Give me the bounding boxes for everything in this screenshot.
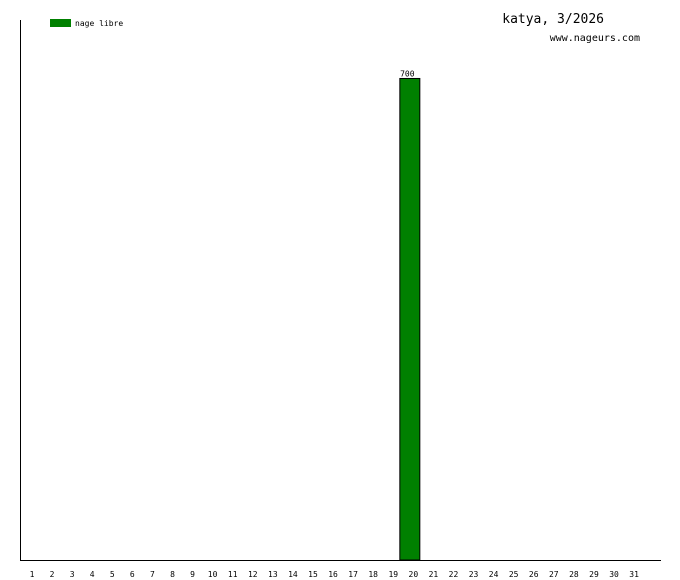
x-tick-label: 6: [130, 570, 135, 579]
x-tick-label: 18: [368, 570, 378, 579]
x-tick-label: 26: [529, 570, 539, 579]
x-tick-label: 3: [70, 570, 75, 579]
x-tick-label: 14: [288, 570, 298, 579]
x-tick-label: 24: [489, 570, 499, 579]
x-tick-label: 13: [268, 570, 278, 579]
chart-subtitle: www.nageurs.com: [550, 33, 640, 44]
x-tick-label: 19: [388, 570, 398, 579]
x-tick-label: 22: [449, 570, 459, 579]
x-tick-label: 12: [248, 570, 258, 579]
x-tick-label: 4: [90, 570, 95, 579]
x-tick-label: 28: [569, 570, 579, 579]
x-tick-label: 27: [549, 570, 559, 579]
data-label: 700: [400, 69, 415, 78]
bar: [399, 77, 421, 561]
x-tick-label: 20: [409, 570, 419, 579]
x-tick-label: 7: [150, 570, 155, 579]
x-tick-label: 2: [50, 570, 55, 579]
legend-swatch: [50, 19, 71, 27]
legend-label: nage libre: [75, 19, 123, 28]
x-tick-label: 8: [170, 570, 175, 579]
x-tick-label: 29: [589, 570, 599, 579]
x-tick-label: 25: [509, 570, 519, 579]
x-tick-label: 30: [609, 570, 619, 579]
x-tick-label: 9: [190, 570, 195, 579]
x-tick-label: 16: [328, 570, 338, 579]
chart-title: katya, 3/2026: [502, 12, 604, 27]
x-tick-label: 21: [429, 570, 439, 579]
x-tick-label: 23: [469, 570, 479, 579]
x-tick-label: 11: [228, 570, 238, 579]
x-tick-label: 10: [208, 570, 218, 579]
x-tick-label: 1: [30, 570, 35, 579]
x-tick-label: 31: [629, 570, 639, 579]
x-tick-label: 15: [308, 570, 318, 579]
x-tick-label: 5: [110, 570, 115, 579]
x-tick-label: 17: [348, 570, 358, 579]
